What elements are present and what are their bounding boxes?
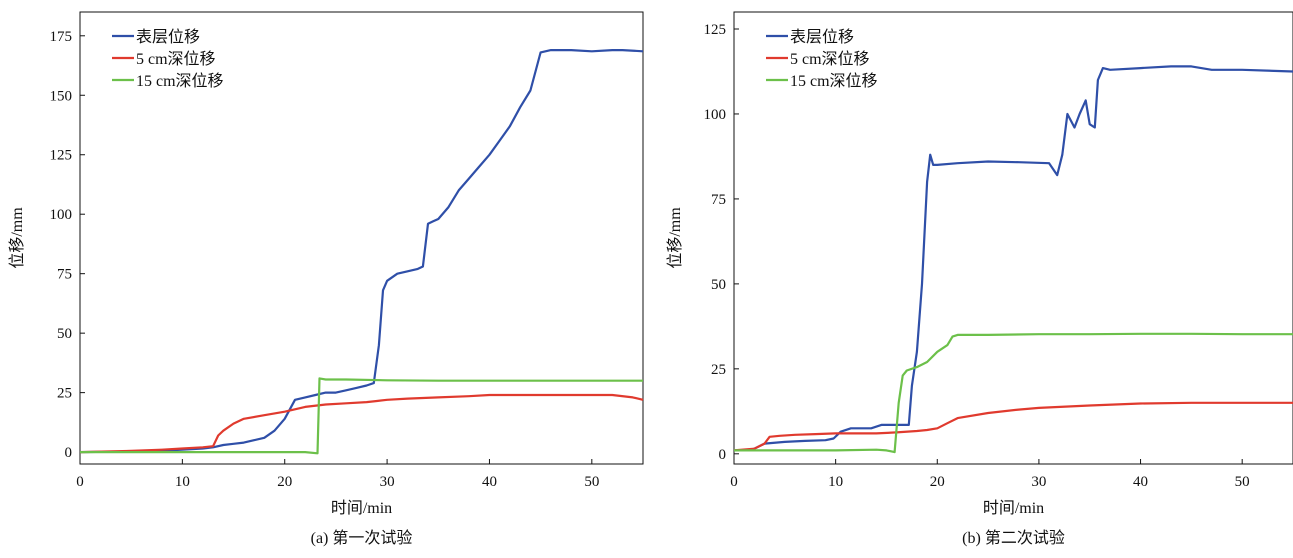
legend-label: 15 cm深位移 <box>136 72 224 90</box>
x-tick-label: 40 <box>482 474 497 490</box>
legend-label: 5 cm深位移 <box>790 50 870 68</box>
chart-caption: (a) 第一次试验 <box>311 529 413 547</box>
series-line-3 <box>80 377 643 455</box>
legend-label: 15 cm深位移 <box>790 72 878 90</box>
y-tick-label: 50 <box>711 277 726 293</box>
y-axis-title: 位移/mm <box>666 207 684 269</box>
x-tick-label: 0 <box>76 474 84 490</box>
y-axis-title: 位移/mm <box>8 207 26 269</box>
x-tick-label: 10 <box>175 474 190 490</box>
legend-label: 表层位移 <box>790 28 854 46</box>
plot-frame <box>79 11 644 465</box>
y-tick-label: 100 <box>704 107 727 123</box>
series-line-3 <box>734 332 1293 454</box>
x-tick-label: 30 <box>1031 474 1046 490</box>
y-tick-label: 175 <box>50 29 73 45</box>
x-axis-title: 时间/min <box>331 499 392 517</box>
series-line-1 <box>734 65 1293 452</box>
y-tick-label: 75 <box>711 192 726 208</box>
y-tick-label: 125 <box>704 22 727 38</box>
series-line-2 <box>733 401 1293 452</box>
y-tick-label: 125 <box>50 148 73 164</box>
x-tick-label: 20 <box>930 474 945 490</box>
chart-caption: (b) 第二次试验 <box>962 529 1065 547</box>
y-tick-label: 25 <box>57 386 72 402</box>
x-tick-label: 10 <box>828 474 843 490</box>
series-line-2 <box>79 393 644 454</box>
x-axis-title: 时间/min <box>983 499 1044 517</box>
y-tick-label: 50 <box>57 326 72 342</box>
x-tick-label: 50 <box>1235 474 1250 490</box>
y-tick-label: 0 <box>719 447 727 463</box>
y-tick-label: 25 <box>711 362 726 378</box>
legend-label: 表层位移 <box>136 28 200 46</box>
y-tick-label: 75 <box>57 267 72 283</box>
x-tick-label: 20 <box>277 474 292 490</box>
x-tick-label: 0 <box>730 474 738 490</box>
x-tick-label: 40 <box>1133 474 1148 490</box>
y-tick-label: 150 <box>50 88 73 104</box>
y-tick-label: 0 <box>65 445 73 461</box>
x-tick-label: 30 <box>380 474 395 490</box>
x-tick-label: 50 <box>584 474 599 490</box>
chart-panel-a: 0 10 20 30 40 50 0 25 50 75 100 125 150 175 时间/min 位移/m… <box>8 11 644 547</box>
series-line-1 <box>79 49 644 454</box>
chart-panel-b: 0 10 20 30 40 50 0 25 50 75 100 125 时间/min 位移/mm (b) 第… <box>666 11 1293 547</box>
legend-label: 5 cm深位移 <box>136 50 216 68</box>
y-tick-label: 100 <box>50 207 73 223</box>
plot-frame <box>733 11 1293 465</box>
